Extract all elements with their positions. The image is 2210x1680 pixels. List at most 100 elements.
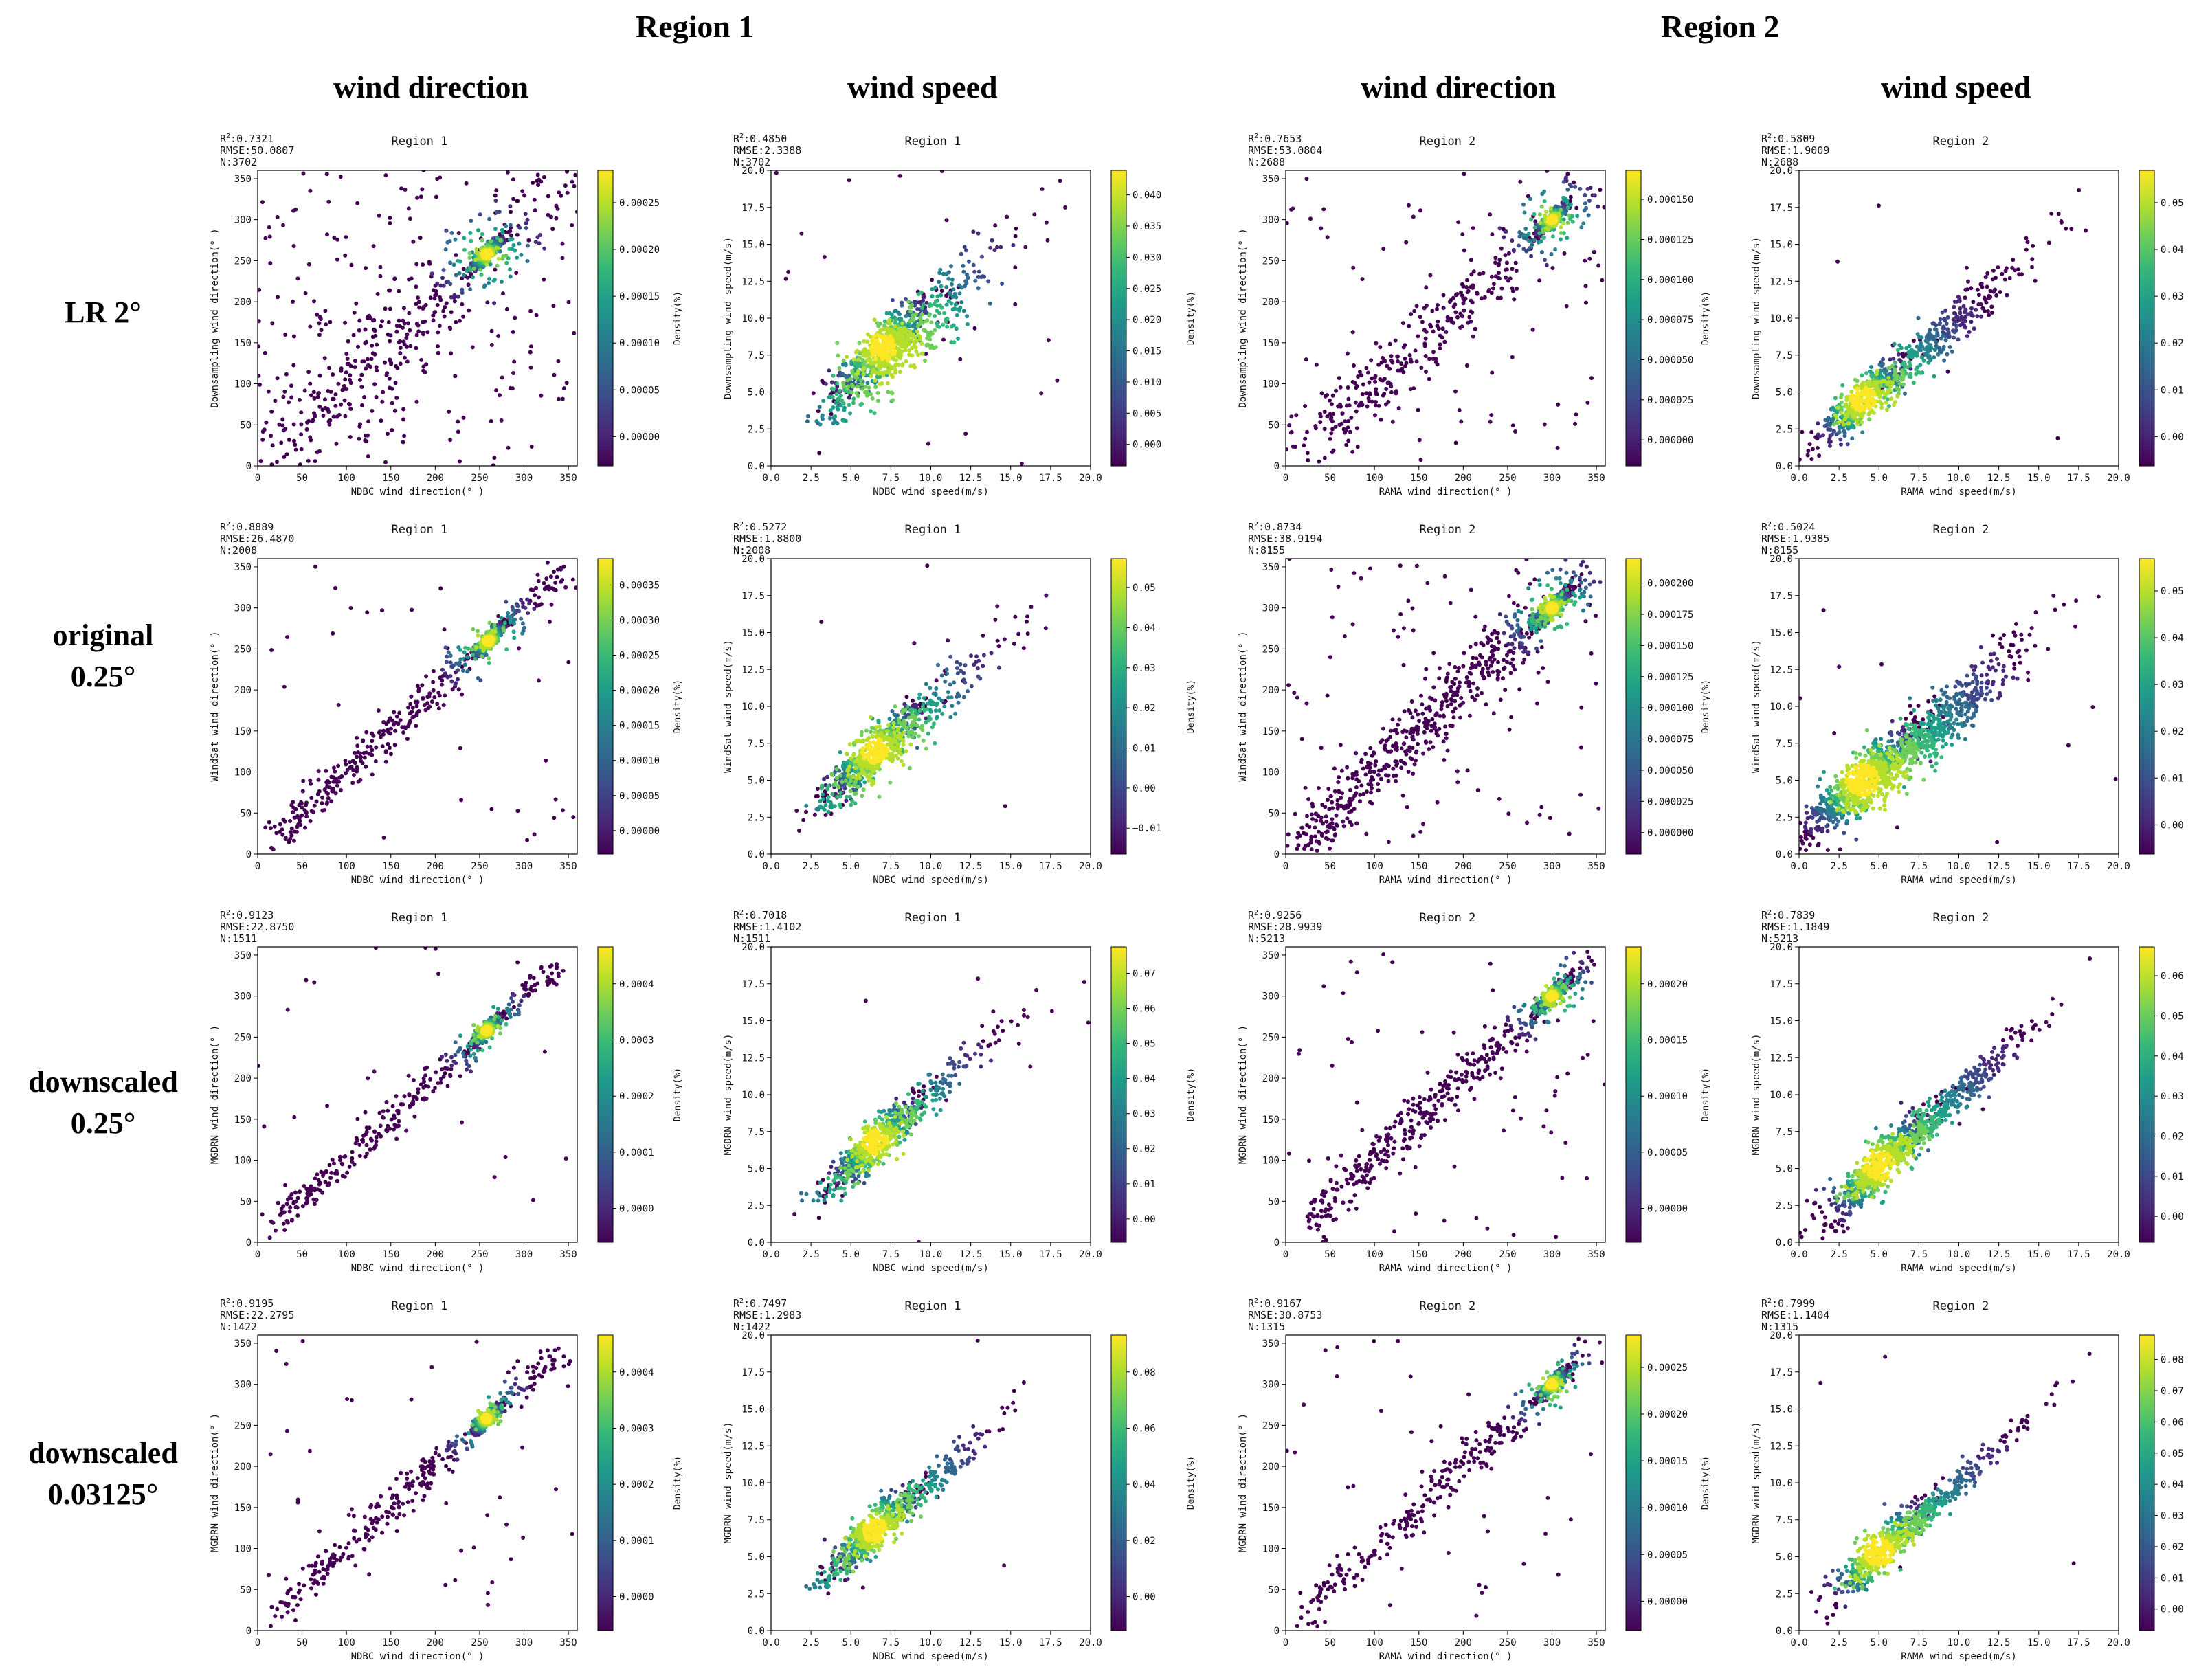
- data-point: [1565, 201, 1570, 205]
- data-point: [1305, 430, 1309, 434]
- data-point: [1409, 357, 1413, 361]
- data-point: [398, 339, 402, 344]
- data-point: [375, 395, 379, 399]
- data-point: [947, 299, 951, 303]
- data-point: [329, 390, 333, 394]
- data-point: [873, 385, 878, 389]
- x-tick-label: 300: [515, 473, 533, 484]
- data-point: [1972, 326, 1976, 331]
- data-point: [1951, 328, 1955, 333]
- data-point: [519, 617, 523, 621]
- data-point: [907, 348, 911, 352]
- data-point: [521, 601, 525, 605]
- colorbar-tick-label: 0.00: [2161, 432, 2184, 443]
- data-point: [945, 325, 949, 329]
- data-point: [922, 696, 926, 700]
- data-point: [370, 752, 374, 757]
- data-point: [1332, 449, 1336, 453]
- y-tick-label: 250: [234, 644, 252, 655]
- data-point: [1427, 357, 1431, 361]
- data-point: [1460, 282, 1464, 287]
- data-point: [1405, 361, 1409, 365]
- data-point: [355, 754, 359, 759]
- data-point: [1567, 214, 1571, 218]
- data-point: [864, 729, 869, 733]
- data-point: [1374, 387, 1378, 391]
- data-point: [1359, 401, 1363, 405]
- data-point: [528, 309, 533, 313]
- data-point: [976, 275, 981, 279]
- data-point: [1986, 309, 1990, 313]
- data-point: [449, 680, 454, 684]
- data-point: [804, 804, 808, 808]
- data-point: [1389, 390, 1394, 394]
- data-point: [352, 333, 356, 337]
- data-point: [942, 704, 946, 708]
- data-point: [511, 371, 515, 375]
- data-point: [966, 276, 970, 280]
- data-point: [305, 421, 309, 425]
- data-point: [1013, 265, 1017, 269]
- data-point: [495, 210, 499, 214]
- data-point: [476, 629, 480, 633]
- data-point: [1323, 427, 1327, 431]
- data-point: [365, 610, 369, 614]
- data-point: [308, 382, 312, 386]
- data-point: [1566, 221, 1570, 225]
- data-point: [438, 295, 442, 300]
- data-point: [900, 322, 904, 326]
- data-point: [1407, 203, 1411, 208]
- data-point: [1381, 247, 1385, 251]
- data-point: [917, 696, 921, 700]
- data-point: [473, 258, 478, 262]
- data-point: [954, 302, 958, 306]
- data-point: [442, 284, 446, 288]
- data-point: [388, 339, 392, 344]
- data-point: [996, 639, 1000, 643]
- data-point: [487, 656, 491, 660]
- data-point: [503, 621, 507, 625]
- data-point: [981, 664, 985, 668]
- data-point: [1888, 357, 1892, 361]
- data-point: [1510, 355, 1515, 359]
- data-point: [1361, 383, 1365, 387]
- data-point: [337, 703, 341, 707]
- data-point: [1942, 359, 1946, 363]
- data-point: [1472, 269, 1476, 273]
- data-point: [972, 270, 976, 274]
- data-point: [292, 244, 296, 248]
- data-point: [323, 356, 327, 360]
- data-point: [1581, 221, 1585, 225]
- data-point: [1499, 247, 1504, 251]
- data-point: [398, 351, 402, 355]
- data-point: [533, 593, 537, 597]
- data-point: [937, 280, 941, 284]
- data-point: [1358, 370, 1362, 374]
- data-point: [487, 638, 491, 642]
- data-point: [427, 262, 432, 266]
- data-point: [988, 302, 992, 306]
- x-tick-label: 250: [471, 861, 488, 872]
- data-point: [408, 702, 412, 706]
- data-point: [854, 792, 858, 796]
- data-point: [827, 795, 831, 799]
- data-point: [539, 394, 543, 398]
- data-point: [830, 773, 834, 777]
- data-point: [900, 304, 904, 308]
- data-point: [385, 371, 389, 375]
- data-point: [1511, 423, 1515, 427]
- data-point: [1849, 390, 1853, 394]
- data-point: [399, 718, 403, 722]
- data-point: [1969, 306, 1974, 311]
- data-point: [1931, 322, 1935, 326]
- data-point: [550, 227, 555, 231]
- data-point: [405, 333, 409, 337]
- data-point: [554, 798, 558, 802]
- data-point: [915, 329, 919, 333]
- data-point: [542, 581, 546, 585]
- colorbar-label: Density(%): [673, 291, 683, 345]
- data-point: [399, 186, 403, 190]
- data-point: [948, 715, 952, 719]
- x-axis-label: NDBC wind speed(m/s): [873, 486, 989, 497]
- data-point: [922, 739, 926, 743]
